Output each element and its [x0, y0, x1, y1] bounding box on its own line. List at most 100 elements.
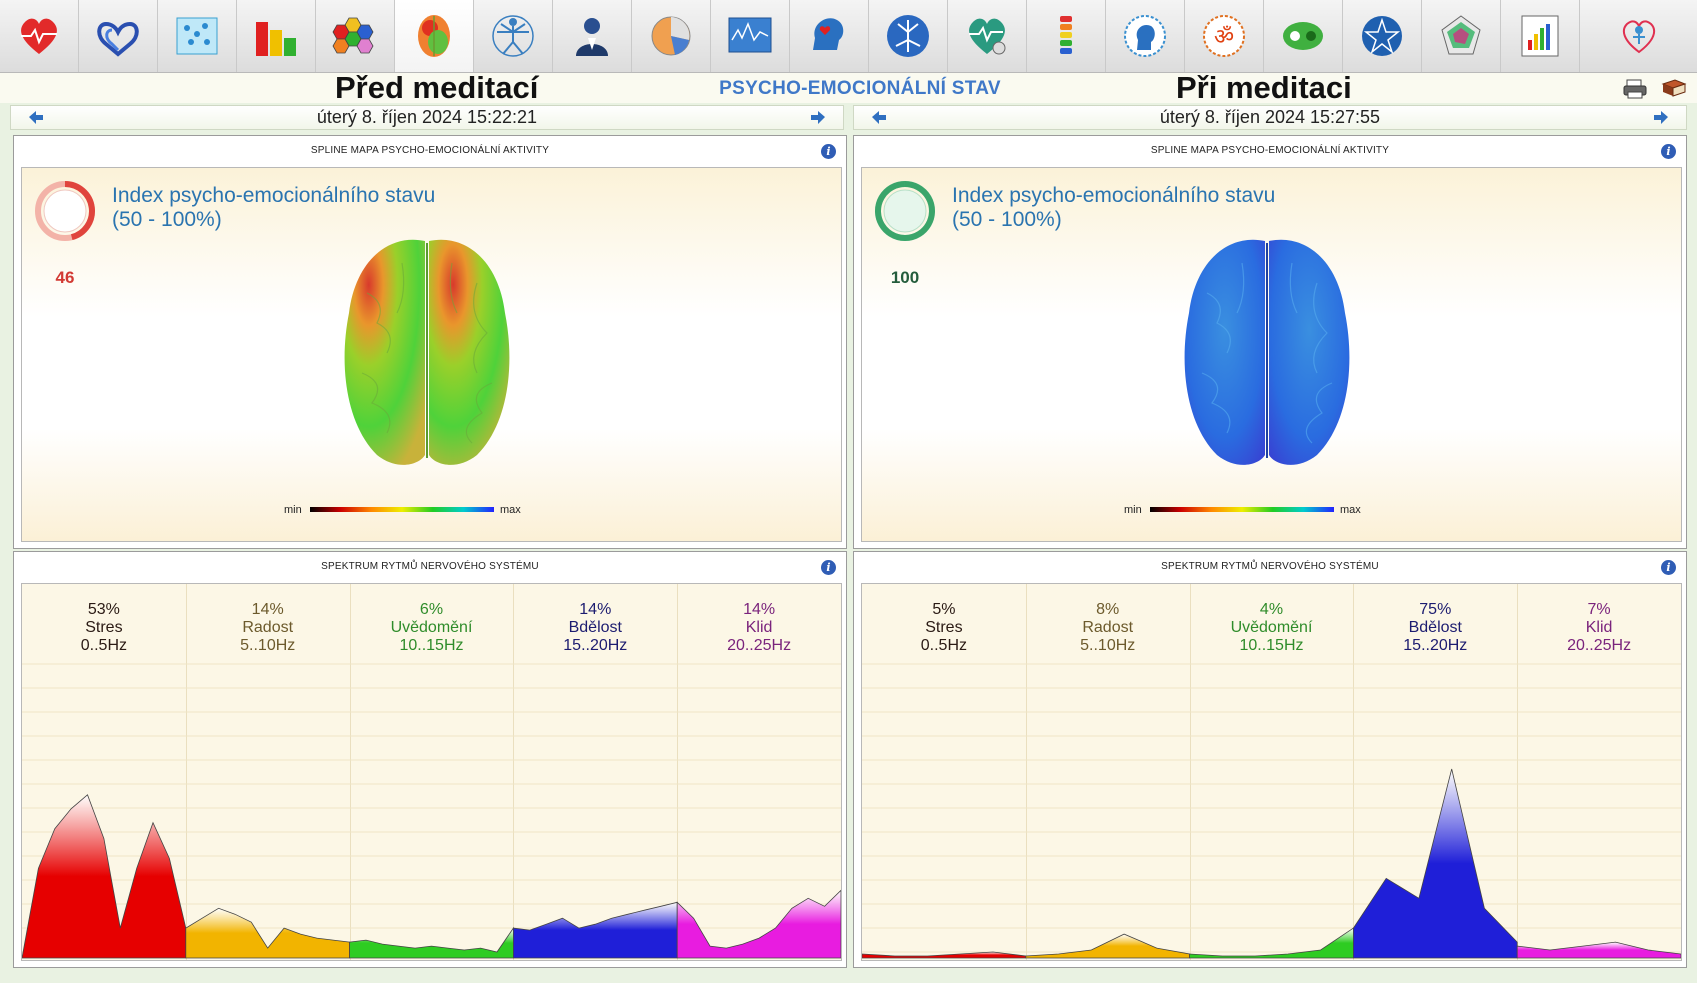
svg-text:ॐ: ॐ	[1214, 25, 1234, 50]
right-band-column	[1353, 584, 1519, 960]
radar-pentagon-icon	[1441, 15, 1481, 55]
left-band-label: 14% Klid 20..25Hz	[677, 601, 841, 655]
right-brain-map	[1184, 239, 1350, 465]
right-prev-arrow-icon[interactable]	[870, 109, 888, 126]
left-series-bdělost	[513, 901, 678, 959]
toolbar-button-neuron[interactable]	[869, 0, 948, 72]
toolbar-button-head-profile[interactable]	[1106, 0, 1185, 72]
printer-icon[interactable]	[1622, 78, 1648, 100]
right-index-gauge: 100	[874, 180, 936, 287]
right-band-column	[1026, 584, 1191, 960]
left-spectrum-panel: SPEKTRUM RYTMŮ NERVOVÉHO SYSTÉMU i 53% St…	[13, 551, 847, 968]
left-spectrum-title: SPEKTRUM RYTMŮ NERVOVÉHO SYSTÉMU	[321, 561, 539, 572]
toolbar-button-report-chart[interactable]	[1501, 0, 1580, 72]
left-index-gauge: 46	[34, 180, 96, 287]
right-band-range: 20..25Hz	[1567, 637, 1632, 654]
toolbar-button-spine[interactable]	[1027, 0, 1106, 72]
toolbar-button-bar-chart[interactable]	[237, 0, 316, 72]
bar-chart-icon	[256, 22, 296, 56]
left-map-title: SPLINE MAPA PSYCHO-EMOCIONÁLNÍ AKTIVITY	[310, 145, 550, 156]
right-date-bar: úterý 8. říjen 2024 15:27:55	[853, 105, 1687, 130]
right-series-radost	[1025, 933, 1190, 959]
right-band-column	[862, 584, 1027, 960]
toolbar-button-hexagon-cluster[interactable]	[316, 0, 395, 72]
hexagon-cluster-icon	[332, 17, 374, 54]
toolbar-button-pie-chart[interactable]	[632, 0, 711, 72]
left-band-label: 14% Radost 5..10Hz	[186, 601, 350, 655]
left-brain-map	[344, 239, 510, 465]
right-band-pct: 4%	[1259, 601, 1284, 618]
left-map-info-icon[interactable]: i	[821, 144, 836, 159]
pentagram-icon	[1362, 16, 1402, 56]
right-band-range: 10..15Hz	[1239, 637, 1304, 654]
toolbar-button-doctor[interactable]	[553, 0, 632, 72]
toolbar-button-head-heart[interactable]	[790, 0, 869, 72]
toolbar-button-double-heart[interactable]	[79, 0, 158, 72]
left-index-label-line2: (50 - 100%)	[112, 208, 222, 231]
pie-chart-icon	[651, 16, 691, 56]
left-band-range: 15..20Hz	[563, 637, 628, 654]
left-scale-min: min	[284, 504, 302, 516]
right-band-pct: 5%	[932, 601, 956, 618]
left-band-pct: 6%	[419, 601, 444, 618]
left-title: Před meditací	[335, 70, 539, 105]
left-band-column	[350, 584, 515, 960]
right-series-bdělost	[1353, 768, 1518, 959]
toolbar-button-brain[interactable]	[395, 0, 474, 72]
right-title: Při meditaci	[1176, 70, 1352, 105]
toolbar-button-grid-chart[interactable]	[158, 0, 237, 72]
left-band-label: 14% Bdělost 15..20Hz	[513, 601, 677, 655]
toolbar-button-monitor-graph[interactable]	[711, 0, 790, 72]
heart-pulse-icon	[969, 18, 1006, 55]
main-toolbar: ॐ	[0, 0, 1697, 73]
right-spectrum-svg	[862, 663, 1681, 959]
left-band-pct: 14%	[579, 601, 612, 618]
right-next-arrow-icon[interactable]	[1652, 109, 1670, 126]
toolbar-button-yin-yang[interactable]	[1264, 0, 1343, 72]
right-band-pct: 7%	[1587, 601, 1611, 618]
right-band-range: 15..20Hz	[1403, 637, 1468, 654]
monitor-graph-icon	[728, 17, 772, 53]
right-band-pct: 8%	[1096, 601, 1120, 618]
right-band-label: 7% Klid 20..25Hz	[1517, 601, 1681, 655]
left-prev-arrow-icon[interactable]	[27, 109, 45, 126]
right-map-area: 100 Index psycho-emocionálního stavu (50…	[861, 167, 1682, 542]
toolbar-button-vitruvian-man[interactable]	[474, 0, 553, 72]
left-band-column	[513, 584, 679, 960]
right-map-info-icon[interactable]: i	[1661, 144, 1676, 159]
right-band-label: 5% Stres 0..5Hz	[862, 601, 1026, 655]
right-band-name: Bdělost	[1408, 619, 1462, 636]
toolbar-button-heart[interactable]	[0, 0, 79, 72]
doctor-icon	[576, 18, 608, 56]
right-band-range: 0..5Hz	[920, 637, 968, 654]
toolbar-button-radar-pentagon[interactable]	[1422, 0, 1501, 72]
left-series-radost	[185, 907, 350, 959]
right-spectrum-info-icon[interactable]: i	[1661, 560, 1676, 575]
left-next-arrow-icon[interactable]	[809, 109, 827, 126]
heart-icon	[21, 18, 57, 54]
left-band-name: Bdělost	[568, 619, 622, 636]
book-icon[interactable]	[1661, 78, 1687, 100]
left-band-range: 10..15Hz	[399, 637, 464, 654]
brain-icon	[418, 15, 450, 57]
left-index-label-line1: Index psycho-emocionálního stavu	[112, 184, 436, 207]
left-band-range: 20..25Hz	[727, 637, 792, 654]
vitruvian-man-icon	[492, 15, 534, 57]
left-band-pct: 14%	[743, 601, 776, 618]
left-series-klid	[676, 889, 841, 959]
right-scale-max: max	[1340, 504, 1361, 516]
left-series-stres	[22, 794, 187, 959]
toolbar-button-om[interactable]: ॐ	[1185, 0, 1264, 72]
report-chart-icon	[1521, 15, 1559, 57]
right-band-name: Uvědomění	[1230, 619, 1313, 636]
left-series-uvědomění	[349, 926, 514, 959]
right-index-label-line2: (50 - 100%)	[952, 208, 1062, 231]
right-index-label-line1: Index psycho-emocionálního stavu	[952, 184, 1276, 207]
toolbar-button-person-heart[interactable]	[1580, 0, 1697, 72]
toolbar-button-pentagram[interactable]	[1343, 0, 1422, 72]
left-band-label: 6% Uvědomění 10..15Hz	[350, 601, 514, 655]
toolbar-button-heart-pulse[interactable]	[948, 0, 1027, 72]
left-spectrum-info-icon[interactable]: i	[821, 560, 836, 575]
yin-yang-icon	[1283, 22, 1323, 50]
person-heart-icon	[1622, 20, 1655, 54]
